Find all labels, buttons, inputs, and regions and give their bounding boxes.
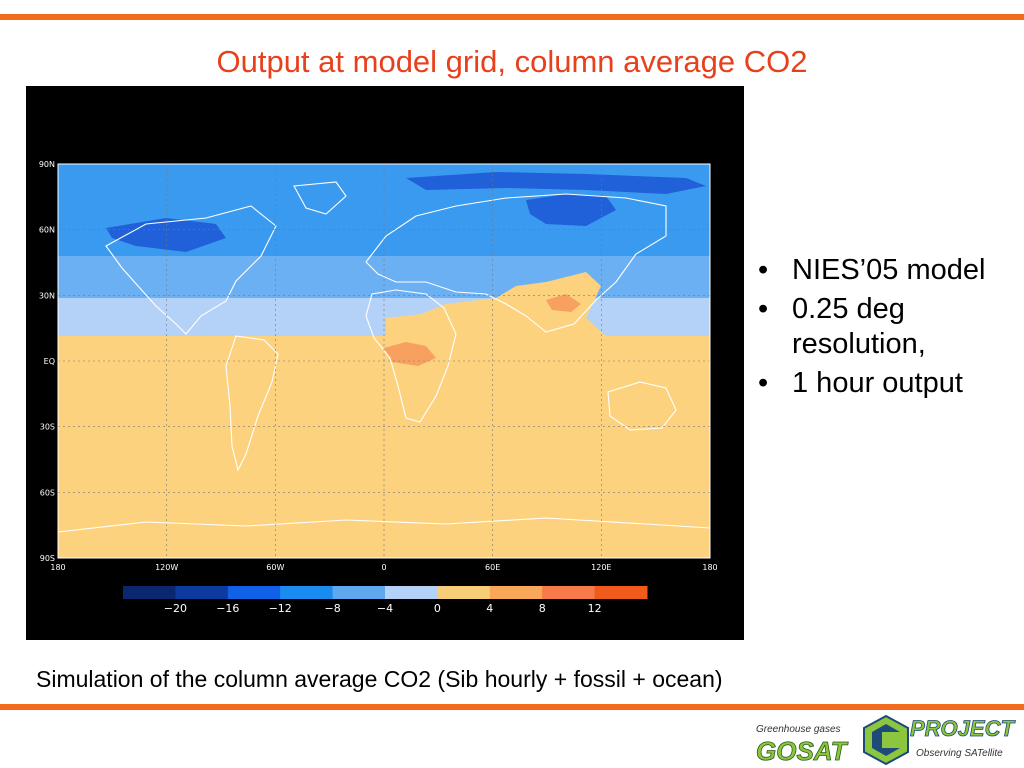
lat-tick-label: 60S xyxy=(40,488,55,497)
colorbar-tick-label: −8 xyxy=(324,602,340,615)
lon-tick-label: 60W xyxy=(266,563,284,572)
colorbar-segment xyxy=(333,586,386,599)
bottom-accent-bar xyxy=(0,704,1024,710)
colorbar-tick-label: −12 xyxy=(269,602,292,615)
lat-tick-label: EQ xyxy=(44,357,55,366)
latitude-labels: 90N 60N 30N EQ 30S 60S 90S xyxy=(39,160,55,563)
colorbar-tick-label: 4 xyxy=(486,602,493,615)
bullet-item: 0.25 deg resolution, xyxy=(758,292,1020,362)
lat-tick-label: 90N xyxy=(39,160,55,169)
logo-tagline-top: Greenhouse gases xyxy=(756,724,841,735)
gosat-logo: Greenhouse gases GOSAT PROJECT Observing… xyxy=(752,712,1020,768)
lon-tick-label: 120E xyxy=(591,563,611,572)
figure-caption: Simulation of the column average CO2 (Si… xyxy=(36,666,723,693)
logo-emblem-icon xyxy=(864,716,908,764)
colorbar-segment xyxy=(595,586,648,599)
colorbar-segment xyxy=(490,586,543,599)
slide-title: Output at model grid, column average CO2 xyxy=(0,44,1024,80)
lon-tick-label: 60E xyxy=(485,563,500,572)
logo-brand: GOSAT xyxy=(756,736,849,766)
logo-tagline-bottom: Observing SATellite xyxy=(916,748,1003,759)
top-accent-bar xyxy=(0,14,1024,20)
colorbar-tick-label: −4 xyxy=(377,602,393,615)
lat-tick-label: 60N xyxy=(39,226,55,235)
colorbar-labels: −20 −16 −12 −8 −4 0 4 8 12 xyxy=(164,602,602,615)
colorbar xyxy=(123,586,648,599)
logo-project: PROJECT xyxy=(910,716,1015,741)
colorbar-tick-label: −20 xyxy=(164,602,187,615)
lat-tick-label: 90S xyxy=(40,554,55,563)
bullet-item: 1 hour output xyxy=(758,366,1020,401)
bullet-item: NIES’05 model xyxy=(758,253,1020,288)
colorbar-segment xyxy=(280,586,333,599)
lat-tick-label: 30N xyxy=(39,291,55,300)
lat-tick-label: 30S xyxy=(40,423,55,432)
longitude-labels: 180 120W 60W 0 60E 120E 180 xyxy=(50,563,717,572)
colorbar-segment xyxy=(385,586,438,599)
colorbar-tick-label: 8 xyxy=(539,602,546,615)
colorbar-tick-label: −16 xyxy=(216,602,239,615)
colorbar-segment xyxy=(437,586,490,599)
lon-tick-label: 0 xyxy=(381,563,386,572)
bullet-list: NIES’05 model 0.25 deg resolution, 1 hou… xyxy=(758,253,1020,405)
colorbar-segment xyxy=(123,586,176,599)
colorbar-segment xyxy=(228,586,281,599)
lon-tick-label: 180 xyxy=(50,563,65,572)
colorbar-segment xyxy=(175,586,228,599)
colorbar-segment xyxy=(542,586,595,599)
colorbar-tick-label: 0 xyxy=(434,602,441,615)
lon-tick-label: 120W xyxy=(155,563,178,572)
lon-tick-label: 180 xyxy=(702,563,717,572)
colorbar-tick-label: 12 xyxy=(588,602,602,615)
